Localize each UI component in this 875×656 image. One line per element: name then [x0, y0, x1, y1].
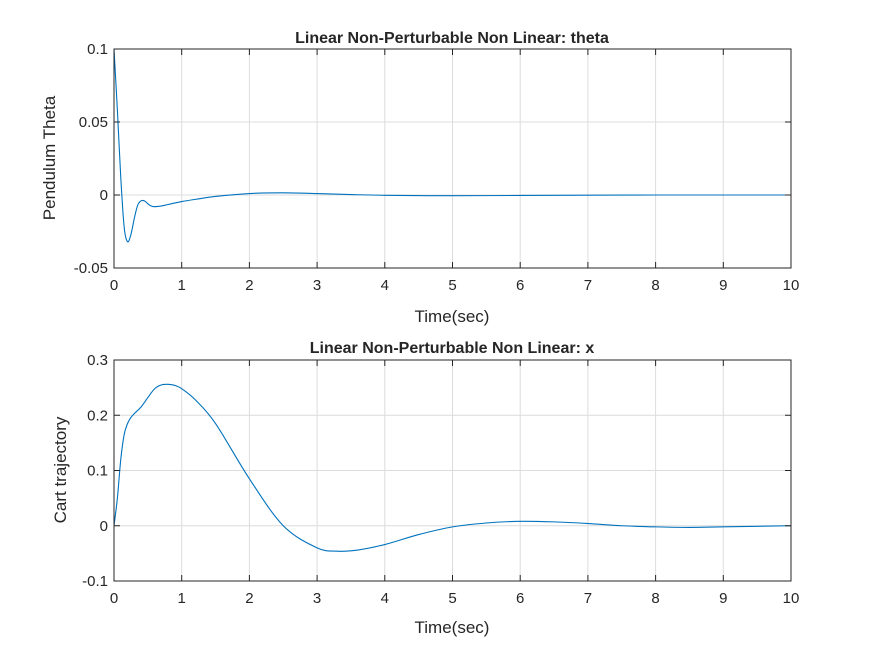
- axes-x: 0 1 2 3 4 5 6 7 8 9 10 -0.100.10.20.3 Linear Non-P…: [51, 340, 799, 637]
- x-tick-label: 5: [448, 590, 456, 607]
- x-tick-label: 3: [313, 590, 321, 607]
- y-tick-label: 0.1: [87, 41, 108, 58]
- series-line-x: [113, 383, 792, 552]
- frame-x: [113, 359, 792, 582]
- x-tick-label: 2: [245, 590, 253, 607]
- x-tick-label: 4: [381, 590, 389, 607]
- y-tick-label: 0.2: [87, 407, 108, 424]
- y-axis-label-x: Cart trajectory: [51, 416, 70, 523]
- x-tick-label: 1: [178, 590, 186, 607]
- x-tick-label: 9: [719, 590, 727, 607]
- x-tick-label: 7: [584, 277, 592, 294]
- series-layer-theta: [113, 48, 791, 243]
- x-tick-label: 0: [110, 590, 118, 607]
- y-tick-labels-theta: -0.05 0 0.05 0.1: [74, 41, 108, 277]
- x-tick-label: 8: [651, 277, 659, 294]
- x-tick-label: 7: [584, 590, 592, 607]
- x-tick-label: 5: [448, 277, 456, 294]
- frame-theta: [113, 48, 792, 269]
- chart-title-theta: Linear Non-Perturbable Non Linear: theta: [295, 30, 609, 47]
- series-layer-x: [113, 383, 792, 552]
- y-tick-labels-x: -0.1 0 0.1 0.2 0.3: [82, 352, 108, 590]
- x-tick-label: 4: [381, 277, 389, 294]
- y-tick-label: -0.1: [82, 573, 108, 590]
- x-tick-label: 6: [516, 590, 524, 607]
- y-axis-label-theta: Pendulum Theta: [40, 95, 59, 220]
- y-tick-label: 0.3: [87, 352, 108, 369]
- series-line-theta: [113, 48, 791, 243]
- x-tick-label: 0: [110, 277, 118, 294]
- y-tick-label: 0.05: [79, 114, 108, 131]
- x-tick-label: 10: [783, 590, 800, 607]
- axes-frame: [113, 48, 792, 269]
- chart-title-x: Linear Non-Perturbable Non Linear: x: [310, 340, 595, 357]
- y-tick-label: -0.05: [74, 260, 108, 277]
- y-tick-label: 0: [100, 518, 108, 535]
- y-tick-label: 0.1: [87, 463, 108, 480]
- x-tick-labels-x: 0 1 2 3 4 5 6 7 8 9 10: [110, 590, 800, 607]
- x-axis-label-theta: Time(sec): [415, 307, 490, 326]
- y-tick-label: 0: [100, 187, 108, 204]
- x-tick-label: 6: [516, 277, 524, 294]
- x-tick-label: 2: [245, 277, 253, 294]
- x-tick-label: 8: [651, 590, 659, 607]
- x-tick-label: 1: [178, 277, 186, 294]
- x-tick-label: 9: [719, 277, 727, 294]
- x-tick-labels-theta: 0 1 2 3 4 5 6 7 8 9 10: [110, 277, 800, 294]
- axes-frame: [113, 359, 792, 582]
- x-tick-label: 10: [783, 277, 800, 294]
- x-axis-label-x: Time(sec): [415, 618, 490, 637]
- x-tick-label: 3: [313, 277, 321, 294]
